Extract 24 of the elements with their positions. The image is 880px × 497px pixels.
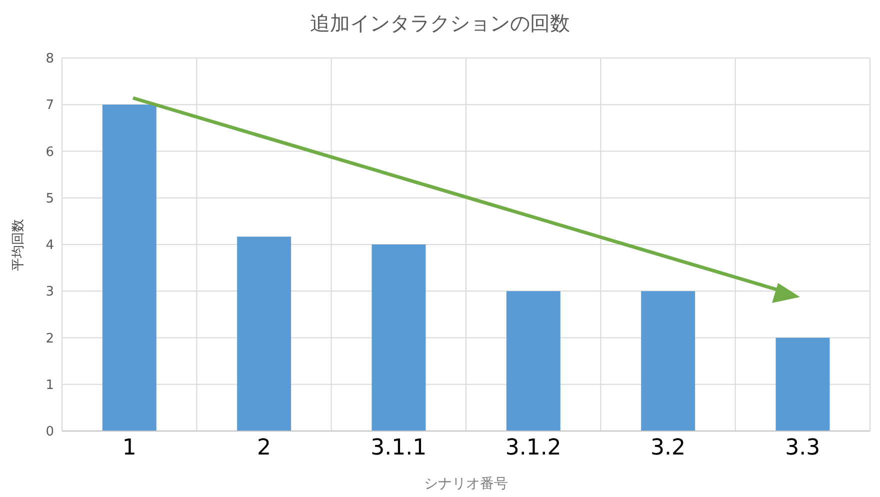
bar <box>641 291 696 431</box>
bar <box>102 104 156 431</box>
y-tick-label: 7 <box>46 98 54 114</box>
y-tick-label: 4 <box>46 238 54 254</box>
x-tick-label: 1 <box>122 436 136 461</box>
y-tick-label: 3 <box>46 284 54 300</box>
x-axis-title: シナリオ番号 <box>423 475 509 493</box>
y-tick-label: 6 <box>46 144 54 160</box>
x-tick-label: 3.1.1 <box>370 436 427 461</box>
y-tick-label: 8 <box>46 52 54 67</box>
chart-title: 追加インタラクションの回数 <box>309 10 571 37</box>
bar <box>776 338 830 431</box>
x-tick-label: 3.1.2 <box>505 436 562 461</box>
y-tick-label: 1 <box>46 378 54 393</box>
y-tick-label: 0 <box>46 424 54 440</box>
x-tick-label: 3.3 <box>785 436 820 461</box>
y-tick-label: 2 <box>46 331 54 346</box>
bar <box>506 291 560 431</box>
x-tick-label: 3.2 <box>650 436 686 461</box>
y-tick-label: 5 <box>46 191 54 206</box>
y-axis-title: 平均回数 <box>10 218 27 270</box>
x-tick-label: 2 <box>257 436 271 461</box>
bar <box>237 236 292 431</box>
bar <box>372 244 426 431</box>
